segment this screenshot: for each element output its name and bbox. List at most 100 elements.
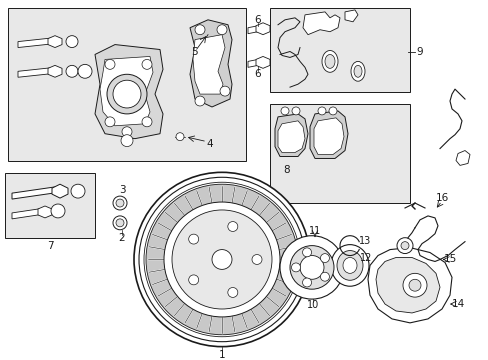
Polygon shape [18, 38, 55, 48]
Circle shape [143, 182, 299, 337]
Circle shape [320, 254, 329, 262]
Circle shape [220, 86, 229, 96]
Circle shape [195, 25, 204, 35]
Circle shape [66, 66, 78, 77]
Circle shape [289, 246, 333, 289]
Circle shape [320, 272, 329, 281]
Circle shape [402, 273, 426, 297]
Circle shape [142, 59, 152, 69]
Polygon shape [18, 67, 55, 77]
Ellipse shape [325, 54, 334, 68]
Circle shape [113, 216, 127, 230]
Polygon shape [455, 150, 469, 165]
Text: 8: 8 [283, 165, 290, 175]
Text: 7: 7 [46, 240, 53, 251]
Polygon shape [95, 45, 163, 139]
Circle shape [142, 117, 152, 127]
Text: 16: 16 [434, 193, 447, 203]
Ellipse shape [350, 62, 364, 81]
Circle shape [122, 127, 132, 137]
Circle shape [212, 249, 231, 269]
Circle shape [396, 238, 412, 253]
Polygon shape [309, 111, 347, 158]
Circle shape [302, 248, 311, 257]
Circle shape [139, 177, 305, 342]
Circle shape [188, 234, 198, 244]
Polygon shape [313, 118, 343, 154]
Text: 13: 13 [358, 236, 370, 246]
Circle shape [280, 236, 343, 299]
Polygon shape [52, 184, 68, 198]
Circle shape [408, 279, 420, 291]
Ellipse shape [353, 66, 361, 77]
Circle shape [281, 107, 288, 115]
Circle shape [328, 107, 336, 115]
Polygon shape [303, 12, 339, 35]
Polygon shape [100, 57, 153, 126]
Polygon shape [193, 35, 224, 94]
Circle shape [227, 288, 237, 297]
Circle shape [121, 135, 133, 147]
Circle shape [302, 278, 311, 287]
Text: 6: 6 [254, 69, 261, 79]
Circle shape [113, 196, 127, 210]
Polygon shape [48, 36, 62, 48]
Text: 2: 2 [119, 233, 125, 243]
Polygon shape [48, 66, 62, 77]
Polygon shape [278, 121, 305, 153]
Circle shape [291, 263, 300, 272]
Circle shape [172, 210, 271, 309]
Text: 12: 12 [359, 252, 371, 262]
Circle shape [116, 219, 124, 227]
Text: 11: 11 [308, 226, 321, 236]
Text: 14: 14 [450, 299, 464, 309]
Circle shape [251, 255, 262, 265]
Circle shape [163, 202, 280, 317]
Circle shape [146, 184, 297, 335]
Text: 10: 10 [306, 300, 319, 310]
Polygon shape [38, 206, 52, 218]
Circle shape [71, 184, 85, 198]
Polygon shape [12, 208, 45, 219]
Ellipse shape [342, 257, 356, 273]
Circle shape [105, 117, 115, 127]
Text: 9: 9 [416, 46, 423, 57]
Circle shape [107, 74, 147, 114]
Text: 3: 3 [119, 185, 125, 195]
Text: 15: 15 [443, 255, 456, 265]
Circle shape [217, 25, 226, 35]
Circle shape [188, 275, 198, 285]
Circle shape [227, 221, 237, 231]
Ellipse shape [330, 245, 368, 286]
Circle shape [195, 96, 204, 106]
Text: 6: 6 [254, 15, 261, 25]
Text: 1: 1 [218, 350, 225, 360]
Ellipse shape [321, 50, 337, 72]
Circle shape [400, 242, 408, 249]
Circle shape [105, 59, 115, 69]
Bar [269, 104, 409, 203]
Polygon shape [12, 186, 60, 199]
Circle shape [116, 199, 124, 207]
Polygon shape [375, 257, 439, 313]
Circle shape [78, 64, 92, 78]
Bar [269, 8, 409, 92]
Text: 4: 4 [206, 139, 213, 149]
Polygon shape [345, 10, 357, 22]
Polygon shape [247, 58, 263, 67]
Circle shape [51, 204, 65, 218]
Circle shape [291, 107, 299, 115]
Text: 5: 5 [191, 46, 198, 57]
Circle shape [66, 36, 78, 48]
Circle shape [113, 80, 141, 108]
Polygon shape [274, 114, 307, 157]
Circle shape [176, 133, 183, 141]
Polygon shape [190, 20, 231, 107]
Polygon shape [256, 57, 269, 68]
Circle shape [317, 107, 325, 115]
Bar [5, 173, 95, 238]
Polygon shape [247, 25, 263, 34]
Bar [8, 8, 245, 161]
Circle shape [134, 172, 309, 347]
Ellipse shape [336, 251, 362, 280]
